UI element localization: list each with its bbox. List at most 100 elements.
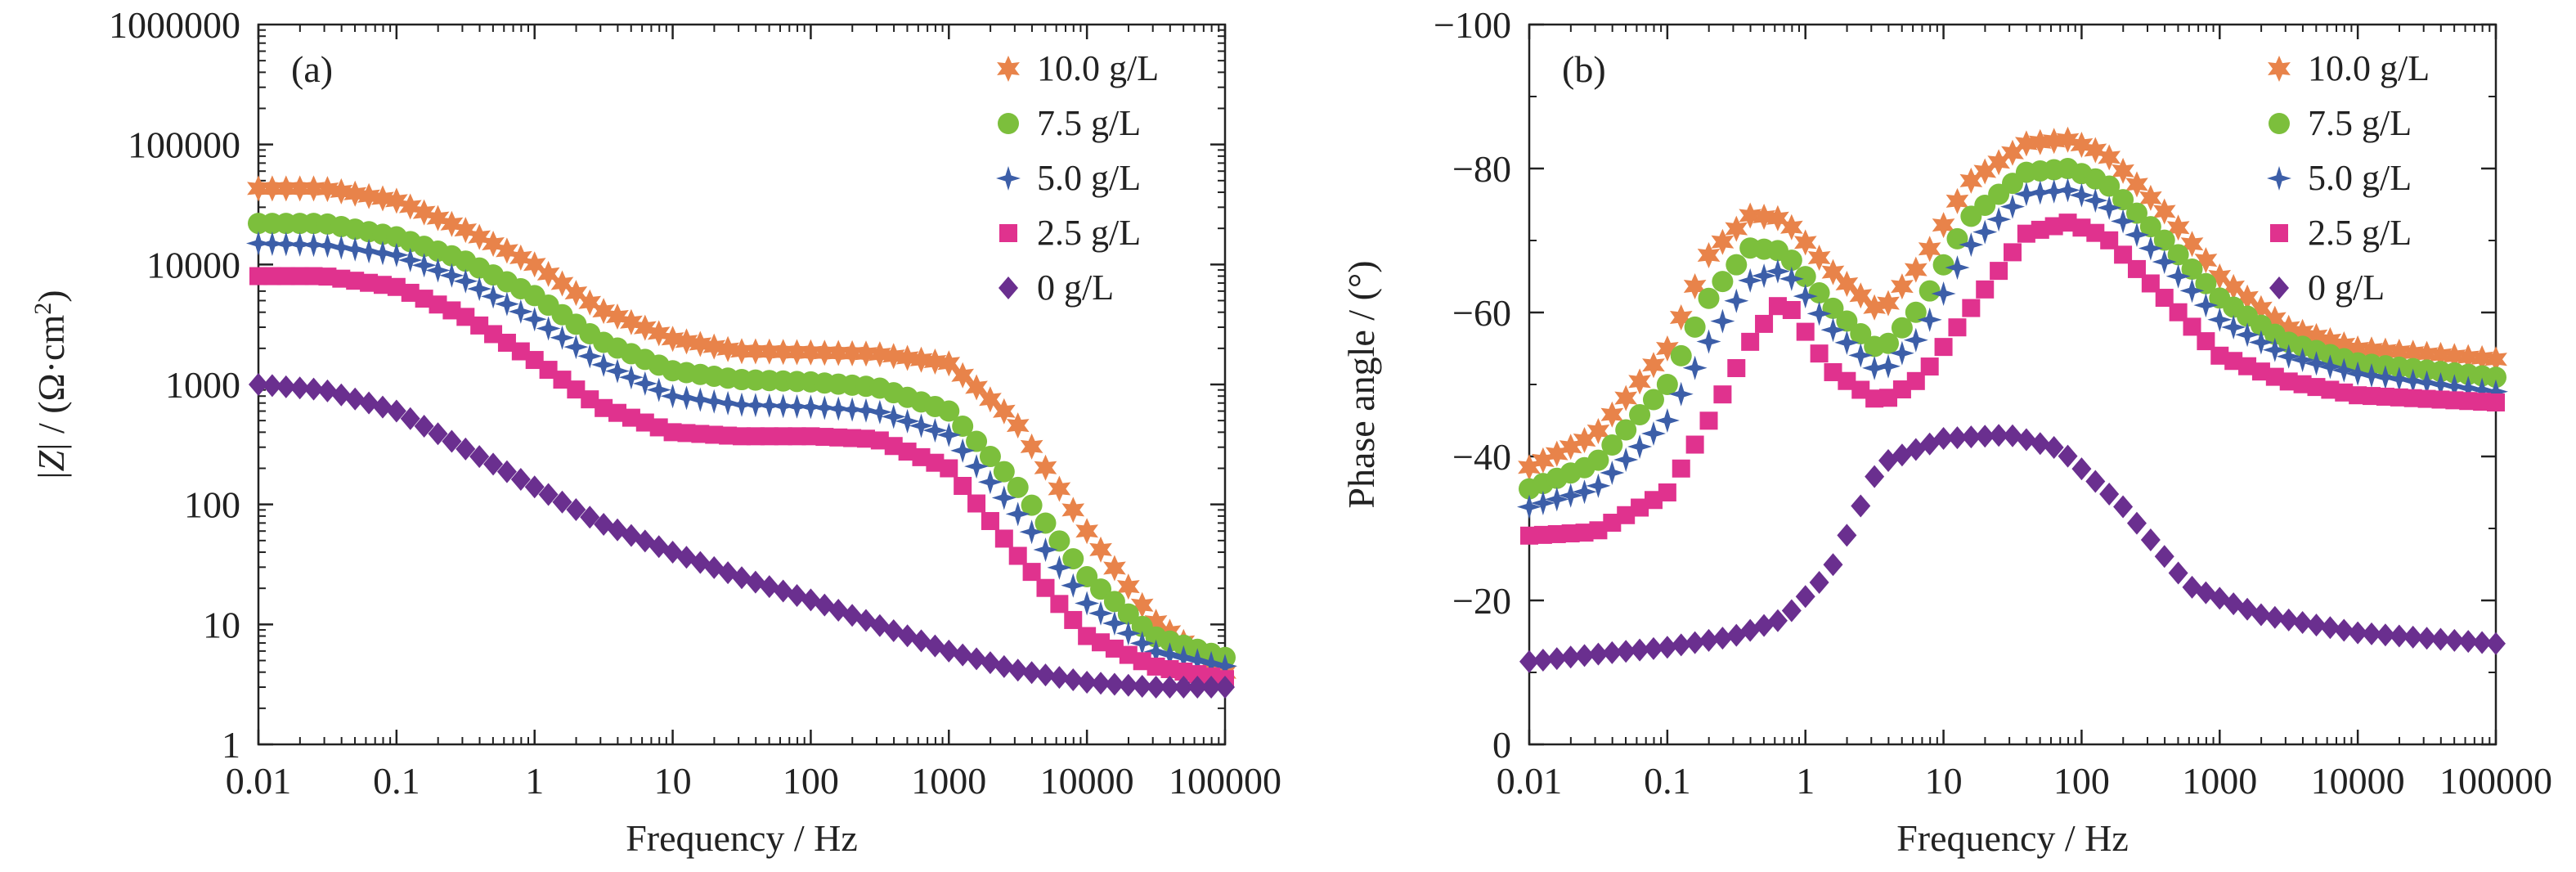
data-point [1078, 627, 1097, 645]
data-point [2069, 182, 2094, 208]
data-point [1685, 631, 1705, 654]
data-point [442, 301, 461, 320]
data-point [439, 263, 464, 288]
legend-marker [2270, 224, 2288, 242]
data-point [1711, 228, 1735, 255]
data-point [2099, 483, 2120, 506]
data-point [301, 232, 326, 258]
data-point [577, 344, 603, 369]
data-point [2472, 631, 2493, 654]
data-point [729, 392, 754, 417]
data-point [1684, 316, 1706, 338]
data-point [1201, 676, 1222, 699]
data-point [1727, 359, 1746, 378]
data-point [1918, 236, 1941, 263]
data-point [2307, 378, 2326, 397]
data-point [1973, 158, 1997, 185]
data-point [1752, 204, 1775, 230]
data-point [622, 408, 640, 427]
y-tick-label: 100 [184, 484, 240, 526]
data-point [1987, 149, 2010, 176]
data-point [994, 529, 1013, 548]
data-point [2165, 263, 2191, 289]
data-point [1022, 563, 1041, 582]
data-point [2125, 202, 2147, 224]
data-point [2428, 372, 2453, 397]
data-point [2166, 214, 2190, 241]
legend: 10.0 g/L 7.5 g/L 5.0 g/L 2.5 g/L 0 g/L [2267, 48, 2430, 308]
data-point [304, 267, 323, 285]
data-point [400, 407, 420, 430]
data-point [1931, 281, 1956, 306]
panel-label: (a) [291, 48, 333, 90]
data-point [2152, 198, 2176, 225]
data-point [563, 335, 589, 360]
data-point [525, 351, 544, 370]
data-point [829, 428, 848, 447]
data-point [1669, 304, 1693, 330]
series-0-g-L [249, 373, 1235, 699]
data-point [2181, 258, 2203, 281]
data-point [263, 267, 281, 285]
data-point [898, 443, 917, 461]
data-point [411, 253, 437, 278]
data-point [1089, 536, 1112, 563]
data-point [1849, 282, 1873, 309]
data-point [939, 639, 959, 663]
data-point [468, 223, 491, 250]
data-point [2085, 470, 2106, 493]
data-point [2304, 351, 2329, 376]
data-point [1682, 355, 1708, 380]
data-point [331, 383, 352, 407]
data-point [2070, 132, 2094, 158]
legend-marker [2269, 113, 2290, 134]
data-point [581, 390, 599, 409]
data-point [1932, 254, 1954, 276]
data-point [249, 373, 268, 396]
data-point [1119, 645, 1138, 664]
data-point [923, 348, 947, 375]
data-point [2169, 303, 2188, 321]
data-point [553, 371, 572, 389]
data-point [660, 384, 685, 409]
data-point [2098, 144, 2121, 171]
data-point [770, 393, 796, 419]
data-point [688, 387, 713, 412]
data-point [912, 447, 931, 466]
data-point [2417, 389, 2436, 408]
data-point [1947, 426, 1968, 450]
data-point [2386, 366, 2412, 392]
data-point [677, 424, 696, 443]
data-point [2042, 128, 2066, 155]
data-point [979, 386, 1002, 413]
data-point [1613, 447, 1639, 472]
data-point [1118, 673, 1138, 697]
data-point [2013, 182, 2039, 207]
data-point [964, 454, 990, 479]
data-point [1575, 524, 1594, 542]
data-point [1863, 294, 1886, 321]
data-point [870, 431, 889, 450]
data-point [2359, 363, 2384, 388]
data-point [1034, 512, 1057, 534]
data-point [1793, 284, 1818, 309]
data-point [884, 437, 903, 456]
data-point [2055, 178, 2080, 203]
data-point [2431, 390, 2450, 409]
data-point [1587, 449, 1609, 471]
data-point [1699, 628, 1719, 652]
x-tick-label: 10 [654, 760, 692, 802]
legend-marker [2268, 56, 2291, 82]
data-point [967, 647, 987, 671]
data-point [1820, 317, 1846, 343]
data-point [2417, 627, 2437, 650]
x-tick-label: 0.1 [373, 760, 420, 802]
data-point [1765, 258, 1790, 284]
data-point [469, 445, 490, 469]
data-point [1617, 506, 1636, 524]
data-point [483, 452, 504, 476]
data-point [2004, 243, 2022, 262]
data-point [2485, 366, 2506, 389]
y-tick-label: 10 [203, 604, 240, 645]
data-point [843, 429, 862, 447]
